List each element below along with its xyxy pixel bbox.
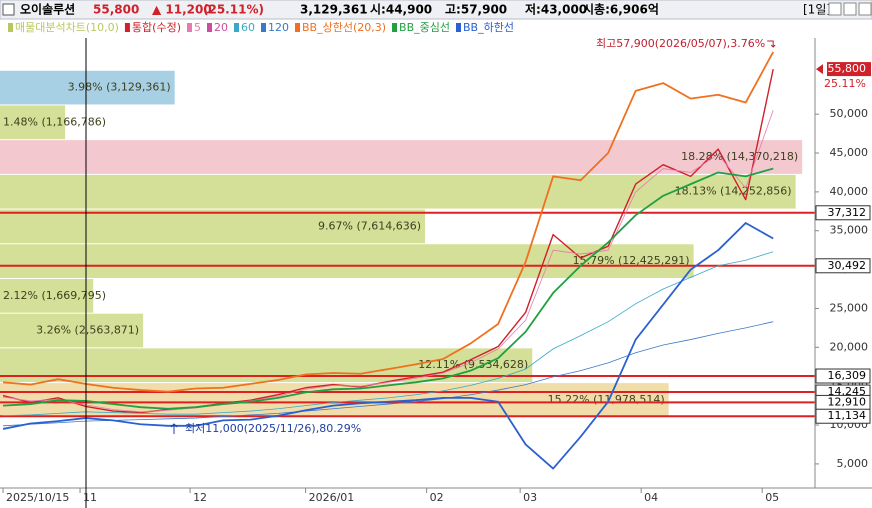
x-tick-label: 04 <box>644 491 658 504</box>
profile-bar <box>0 313 144 348</box>
y-tick-label: 20,000 <box>830 340 869 353</box>
high-annotation: 최고57,900(2026/05/07),3.76% <box>596 37 765 50</box>
x-tick-label: 03 <box>523 491 537 504</box>
x-tick-label: 02 <box>430 491 444 504</box>
legend-label: 5 <box>194 21 201 34</box>
level-label: 12,910 <box>828 395 867 408</box>
series-line <box>2 167 774 410</box>
level-label: 30,492 <box>828 259 867 272</box>
x-tick-label: 05 <box>765 491 779 504</box>
profile-label: 15.79% (12,425,291) <box>573 254 690 267</box>
profile-bar <box>0 70 175 105</box>
legend-label: 60 <box>241 21 255 34</box>
level-tag <box>815 205 871 221</box>
profile-label: 18.28% (14,370,218) <box>681 150 798 163</box>
x-tick-label: 2026/01 <box>309 491 355 504</box>
series-line <box>2 51 774 393</box>
legend-swatch <box>455 23 461 32</box>
period[interactable]: [1일] <box>803 3 831 17</box>
high-arrow <box>767 40 776 48</box>
minimize-button[interactable] <box>828 2 842 16</box>
legend-label: BB_중심선 <box>399 21 450 34</box>
last-marker <box>816 64 823 75</box>
header-bar <box>0 0 872 20</box>
last-pct-label: 25.11% <box>824 77 866 90</box>
level-label: 11,134 <box>828 409 867 422</box>
profile-bar <box>0 278 94 313</box>
profile-label: 12.11% (9,534,628) <box>418 358 528 371</box>
profile-label: 2.12% (1,669,795) <box>3 289 106 302</box>
legend-swatch <box>295 23 300 32</box>
y-tick-label: 50,000 <box>830 107 869 120</box>
legend-label: BB_상한선(20,3) <box>302 21 386 34</box>
legend-swatch <box>261 23 266 32</box>
legend-swatch <box>392 23 398 32</box>
level-tag <box>815 368 871 384</box>
legend-label: 120 <box>268 21 289 34</box>
legend-label: 통합(수정) <box>132 21 181 34</box>
legend-label: BB_하한선 <box>463 20 514 34</box>
open: 시:44,900 <box>370 3 432 17</box>
high: 고:57,900 <box>445 3 507 17</box>
x-tick-label: 11 <box>83 491 97 504</box>
low: 저:43,000 <box>525 2 587 17</box>
change-pct: (25.11%) <box>203 3 264 17</box>
close-button[interactable] <box>858 2 872 16</box>
legend-swatch <box>234 23 239 32</box>
profile-label: 9.67% (7,614,636) <box>318 219 421 232</box>
profile-label: 3.98% (3,129,361) <box>68 81 171 94</box>
y-tick-label: 25,000 <box>830 301 869 314</box>
low-arrow <box>170 423 178 434</box>
x-tick-label: 2025/10/15 <box>6 491 69 504</box>
legend-swatch <box>207 23 212 32</box>
volume: 3,129,361 <box>300 3 368 17</box>
plot-area: 15.22% (11,978,514)12.11% (9,534,628)3.2… <box>0 51 815 470</box>
y-tick-label: 40,000 <box>830 185 869 198</box>
level-tag <box>815 408 871 424</box>
legend-label: 매물대분석차트(10,0) <box>15 21 119 34</box>
price: 55,800 <box>93 3 139 17</box>
level-label: 14,245 <box>828 385 867 398</box>
x-tick-label: 12 <box>193 491 207 504</box>
series-line <box>2 110 774 413</box>
series-line <box>2 68 774 414</box>
y-tick-label: 35,000 <box>830 224 869 237</box>
profile-label: 18.13% (14,252,856) <box>675 185 792 198</box>
level-label: 16,309 <box>828 369 867 382</box>
series-line <box>2 222 774 470</box>
last-tag <box>827 62 871 77</box>
legend-label: 20 <box>214 21 228 34</box>
last-label: 55,800 <box>828 62 867 75</box>
series-line <box>3 321 774 427</box>
restore-button[interactable] <box>843 2 857 16</box>
y-tick-label: 45,000 <box>830 146 869 159</box>
profile-bar <box>0 105 66 140</box>
change: ▲ 11,200 <box>152 3 212 17</box>
y-tick-label: 5,000 <box>837 457 869 470</box>
legend-swatch <box>124 23 130 32</box>
legend-swatch <box>8 23 13 32</box>
profile-bar <box>0 174 796 209</box>
level-tag <box>815 258 871 274</box>
profile-bar <box>0 140 803 174</box>
legend-swatch <box>187 23 192 32</box>
series-line <box>3 251 774 417</box>
market-cap: 시총:6,906억 <box>583 2 659 17</box>
header-icon[interactable] <box>2 3 15 16</box>
low-annotation: 최저11,000(2025/11/26),80.29% <box>185 422 361 435</box>
level-label: 37,312 <box>828 206 867 219</box>
profile-label: 3.26% (2,563,871) <box>36 324 139 337</box>
profile-bar <box>0 209 426 244</box>
profile-bar <box>0 244 694 278</box>
profile-label: 1.48% (1,166,786) <box>3 115 106 128</box>
stock-name: 오이솔루션 <box>20 2 75 17</box>
